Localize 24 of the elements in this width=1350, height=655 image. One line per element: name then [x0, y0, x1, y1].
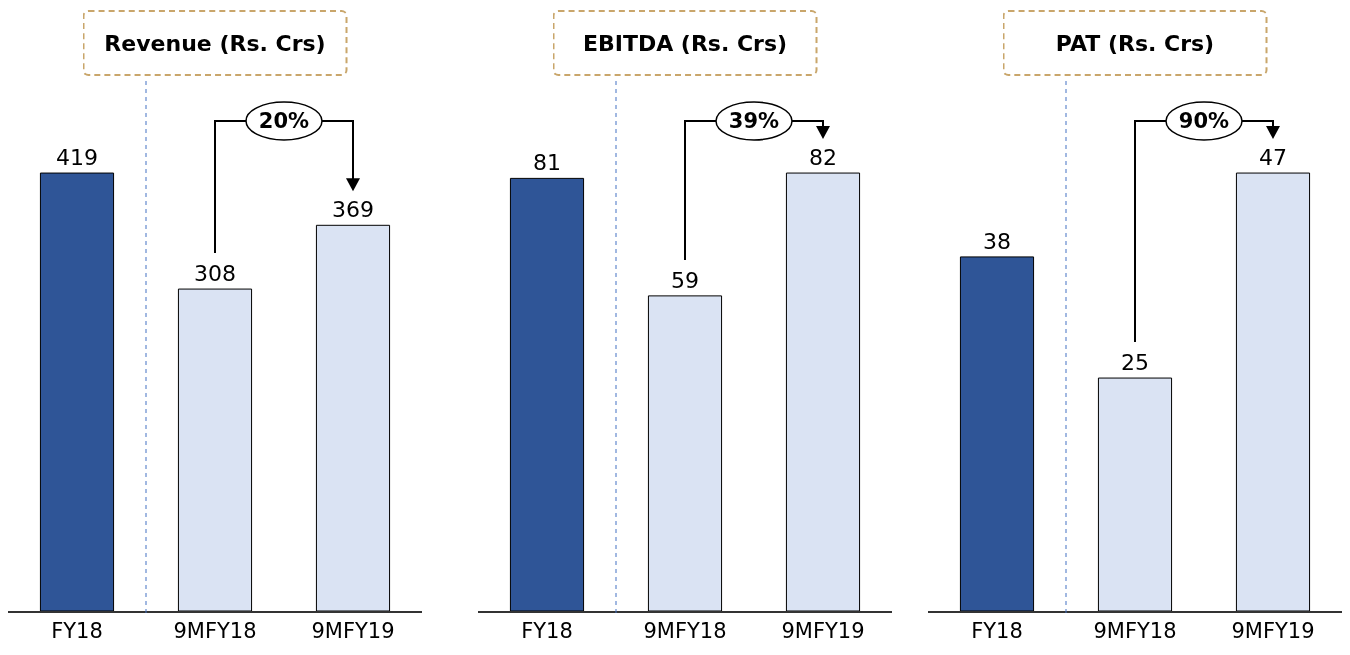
x-tick-label: 9MFY19	[1231, 618, 1315, 643]
data-label: 308	[194, 261, 236, 287]
chart-title: EBITDA (Rs. Crs)	[552, 10, 818, 76]
x-tick-label: FY18	[521, 618, 573, 643]
x-tick-label: FY18	[971, 618, 1023, 643]
x-tick-label: 9MFY19	[311, 618, 395, 643]
data-label: 38	[983, 228, 1011, 254]
text: 90%	[1178, 109, 1230, 133]
text: 20%	[258, 109, 310, 133]
x-tick-label: 9MFY19	[781, 618, 865, 643]
x-tick-label: 9MFY18	[643, 618, 727, 643]
data-label: 81	[533, 150, 561, 176]
chart-title: PAT (Rs. Crs)	[1002, 10, 1268, 76]
x-tick-label: FY18	[51, 618, 103, 643]
x-tick-label: 9MFY18	[173, 618, 257, 643]
data-label: 419	[56, 145, 98, 171]
data-label: 25	[1121, 350, 1149, 376]
chart-title: Revenue (Rs. Crs)	[82, 10, 348, 76]
data-label: 47	[1259, 145, 1287, 171]
text: 39%	[728, 109, 780, 133]
x-tick-label: 9MFY18	[1093, 618, 1177, 643]
data-label: 59	[671, 267, 699, 293]
data-label: 82	[809, 145, 837, 171]
data-label: 369	[332, 197, 374, 223]
